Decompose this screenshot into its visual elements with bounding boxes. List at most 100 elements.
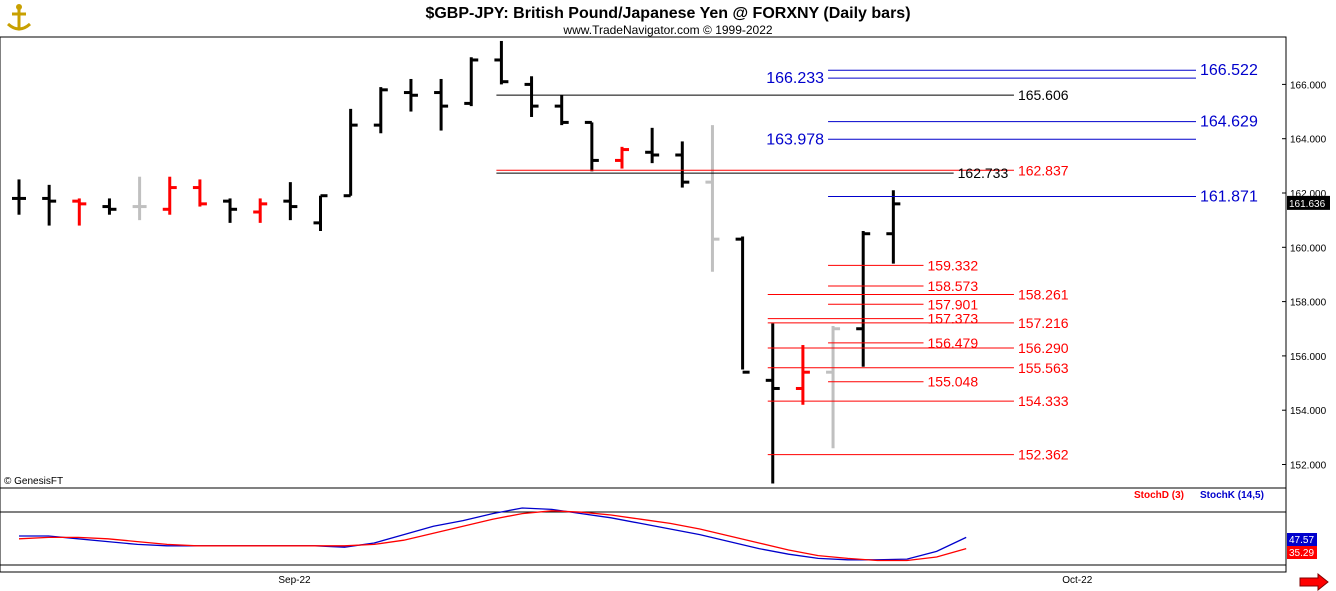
stoch-k-last: 47.57 xyxy=(1289,535,1314,546)
price-bars xyxy=(12,40,901,484)
level-label: 156.479 xyxy=(928,335,979,351)
level-label: 158.261 xyxy=(1018,287,1069,303)
level-line: 155.563 xyxy=(767,360,1069,376)
stoch-d-last: 35.29 xyxy=(1289,548,1314,559)
price-bar xyxy=(343,108,358,198)
chart-subtitle: www.TradeNavigator.com © 1999-2022 xyxy=(562,23,772,37)
stoch-series-line xyxy=(18,510,967,562)
price-bar xyxy=(826,326,841,449)
level-label: 166.522 xyxy=(1200,62,1258,79)
price-bar xyxy=(615,146,629,169)
level-label: 165.606 xyxy=(1018,87,1069,103)
level-line: 162.733 xyxy=(496,165,1008,181)
level-line: 162.837 xyxy=(496,162,1069,178)
level-line: 157.216 xyxy=(767,315,1069,331)
level-line: 156.479 xyxy=(828,335,978,351)
level-line: 166.233 xyxy=(766,70,1196,87)
price-bar xyxy=(675,141,690,188)
level-label: 156.290 xyxy=(1018,340,1069,356)
oscillator-panel xyxy=(0,487,1287,573)
stochastic-lines xyxy=(18,507,967,562)
level-line: 161.871 xyxy=(828,189,1258,206)
x-tick-label: Oct-22 xyxy=(1062,575,1092,586)
copyright-text: © GenesisFT xyxy=(4,476,63,487)
level-label: 162.837 xyxy=(1018,162,1069,178)
level-line: 165.606 xyxy=(496,87,1069,103)
y-tick-label: 152.000 xyxy=(1290,461,1327,472)
price-bar xyxy=(464,57,479,107)
legend-entry: StochD (3) xyxy=(1134,490,1184,501)
price-bar xyxy=(313,194,328,232)
legend-entry: StochK (14,5) xyxy=(1200,490,1264,501)
price-bar xyxy=(765,323,780,484)
level-label: 158.573 xyxy=(928,278,979,294)
logo-icon xyxy=(5,3,33,33)
price-bar xyxy=(373,87,388,134)
price-bar xyxy=(494,40,509,85)
chart-title: $GBP-JPY: British Pound/Japanese Yen @ F… xyxy=(425,5,910,22)
price-bar xyxy=(283,182,298,221)
price-bar xyxy=(554,95,569,126)
level-line: 158.573 xyxy=(828,278,978,294)
y-tick-label: 166.000 xyxy=(1290,80,1327,91)
level-line: 158.261 xyxy=(767,287,1069,303)
price-panel xyxy=(0,36,1287,489)
level-label: 155.563 xyxy=(1018,360,1069,376)
price-bar xyxy=(886,190,901,264)
y-tick-label: 164.000 xyxy=(1290,135,1327,146)
price-bar xyxy=(223,198,238,223)
level-line: 154.333 xyxy=(767,393,1069,409)
last-price-label: 161.636 xyxy=(1289,199,1326,210)
level-label: 157.373 xyxy=(928,311,979,327)
y-tick-label: 156.000 xyxy=(1290,352,1327,363)
price-bar xyxy=(584,120,599,172)
stochastic-legend: StochD (3) StochK (14,5) xyxy=(1134,490,1264,501)
level-label: 157.216 xyxy=(1018,315,1069,331)
stochastic-last-values: 47.57 35.29 xyxy=(1287,533,1317,559)
price-bar xyxy=(42,184,57,226)
price-bar xyxy=(645,127,660,164)
level-line: 164.629 xyxy=(828,114,1258,131)
price-bar xyxy=(403,78,418,112)
price-bar xyxy=(102,198,117,215)
price-bar xyxy=(434,78,449,131)
y-tick-label: 160.000 xyxy=(1290,243,1327,254)
level-label: 161.871 xyxy=(1200,189,1258,206)
price-bar xyxy=(132,176,147,221)
scroll-right-arrow-icon[interactable] xyxy=(1299,572,1329,591)
level-line: 155.048 xyxy=(828,374,978,390)
price-bar xyxy=(253,198,268,223)
level-label: 152.362 xyxy=(1018,447,1069,463)
price-levels: 166.522 166.233 165.606 164.629 163.978 162.8… xyxy=(496,62,1258,463)
price-bar xyxy=(12,179,26,215)
price-bar xyxy=(735,236,750,374)
price-bar xyxy=(524,76,539,117)
level-line: 156.290 xyxy=(767,340,1069,356)
level-line: 166.522 xyxy=(828,62,1258,79)
y-tick-label: 162.000 xyxy=(1290,189,1327,200)
level-label: 159.332 xyxy=(928,257,979,273)
price-bar xyxy=(795,345,810,405)
date-axis: Sep-22 Oct-22 xyxy=(278,575,1092,586)
price-bar xyxy=(192,179,207,207)
level-label: 157.901 xyxy=(928,296,979,312)
level-label: 166.233 xyxy=(766,70,824,87)
y-tick-label: 158.000 xyxy=(1290,298,1327,309)
stoch-series-line xyxy=(19,507,967,561)
level-line: 157.901 xyxy=(828,296,978,312)
level-label: 154.333 xyxy=(1018,393,1069,409)
level-label: 163.978 xyxy=(766,131,824,148)
price-bar xyxy=(162,176,177,215)
last-price-marker: 161.636 xyxy=(1287,195,1330,210)
level-label: 164.629 xyxy=(1200,114,1258,131)
level-label: 162.733 xyxy=(958,165,1009,181)
level-line: 159.332 xyxy=(828,257,978,273)
price-bar xyxy=(856,231,871,367)
y-tick-label: 154.000 xyxy=(1290,406,1327,417)
price-bar xyxy=(72,198,87,226)
level-label: 155.048 xyxy=(928,374,979,390)
level-line: 152.362 xyxy=(767,447,1069,463)
price-axis: 152.000 154.000 156.000 158.000 160.000 162.0… xyxy=(1282,80,1327,472)
x-tick-label: Sep-22 xyxy=(278,575,311,586)
